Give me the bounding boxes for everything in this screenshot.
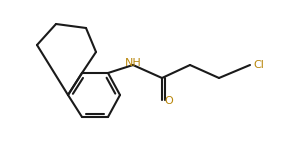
- Text: NH: NH: [125, 58, 141, 68]
- Text: Cl: Cl: [253, 60, 265, 70]
- Text: O: O: [165, 96, 173, 106]
